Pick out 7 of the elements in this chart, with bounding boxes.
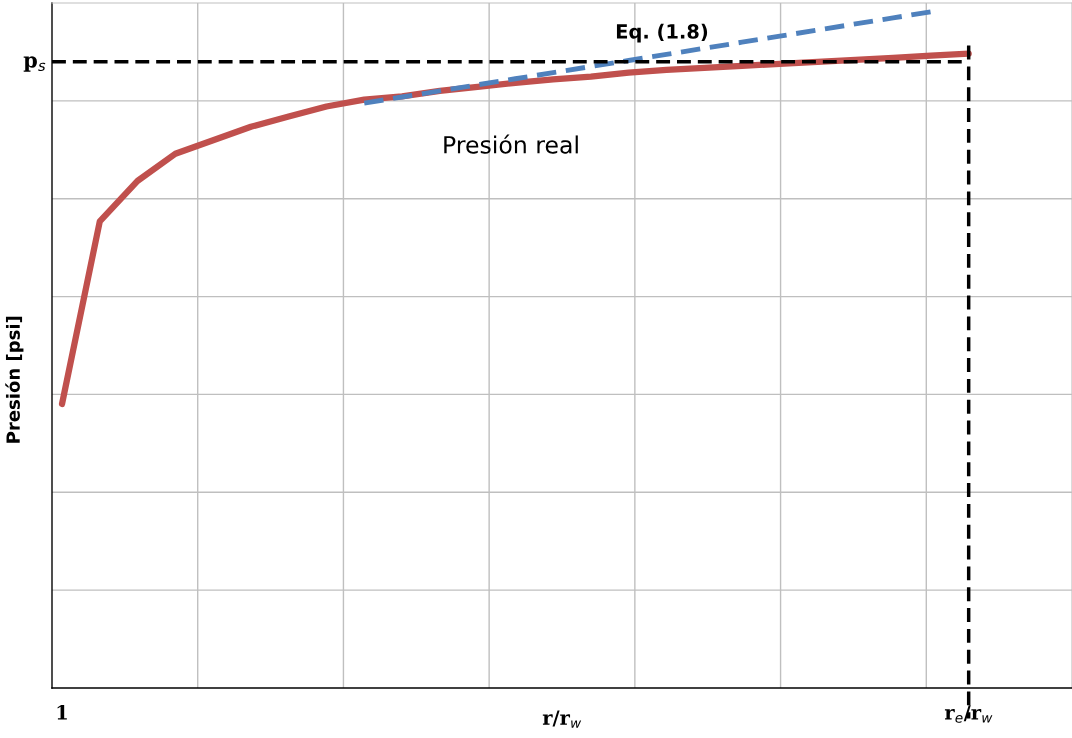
ref-line-label: p$_{s}$ (23, 56, 46, 72)
annotation: Eq. (1.8) (616, 23, 708, 43)
y-axis-title: Presión [psi] (5, 316, 24, 443)
x-tick-label: 1 (57, 705, 67, 720)
annotation: Presión real (444, 134, 578, 154)
x-tick-label: r$_{e}$/r$_{w}$ (944, 705, 993, 723)
x-axis-title: r/r$_{w}$ (542, 710, 582, 728)
